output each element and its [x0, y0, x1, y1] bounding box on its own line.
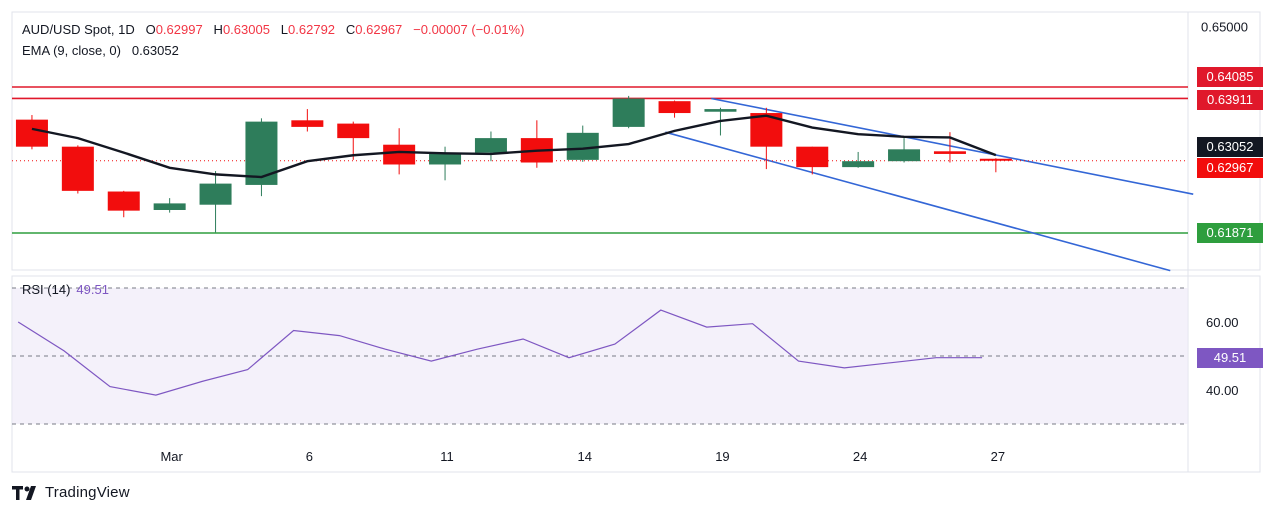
x-tick-label: 19 [715, 449, 729, 464]
rsi-label: RSI (14) [22, 282, 71, 297]
open-value: 0.62997 [155, 22, 203, 37]
candle-up [153, 203, 186, 210]
close-value: 0.62967 [355, 22, 403, 37]
open-label: O [145, 22, 156, 37]
price-axis-tick: 0.65000 [1201, 20, 1248, 35]
candle-up [429, 152, 462, 165]
candle-down [933, 151, 966, 154]
close-label: C [345, 22, 356, 37]
candle-down [796, 146, 829, 168]
rsi-value-label: 49.51 [1197, 347, 1263, 368]
candle-down [979, 158, 1012, 161]
level-price-label: 0.64085 [1197, 67, 1263, 87]
rsi-axis-tick: 40.00 [1206, 383, 1239, 398]
x-tick-label: 24 [853, 449, 867, 464]
candle-down [107, 191, 140, 211]
level-price-label: 0.63911 [1197, 90, 1263, 111]
ema-legend: EMA (9, close, 0) 0.63052 [22, 43, 179, 58]
channel-upper-line [711, 97, 1194, 195]
rsi-line [17, 309, 983, 396]
candle-up [199, 183, 232, 205]
x-tick-label: Mar [160, 449, 183, 464]
candle-up [842, 161, 875, 168]
symbol-title: AUD/USD Spot, 1D [22, 22, 135, 37]
ema-label: EMA (9, close, 0) [22, 43, 121, 58]
ohlc-legend: AUD/USD Spot, 1D O0.62997 H0.63005 L0.62… [22, 22, 524, 37]
tradingview-logo-icon [12, 485, 36, 500]
candle-down [337, 123, 370, 139]
change-value: −0.00007 (−0.01%) [413, 22, 525, 37]
x-tick-label: 11 [440, 449, 454, 464]
candle-up [888, 149, 921, 162]
candle-up [704, 109, 737, 112]
tradingview-brand-name: TradingView [45, 484, 130, 501]
ema-value: 0.63052 [131, 43, 179, 58]
candle-down [15, 119, 48, 147]
x-tick-label: 27 [991, 449, 1005, 464]
ema-price-label: 0.63052 [1197, 137, 1263, 158]
low-label: L [280, 22, 289, 37]
level-price-label: 0.61871 [1197, 223, 1263, 243]
rsi-legend: RSI (14) 49.51 [22, 282, 109, 297]
low-value: 0.62792 [288, 22, 336, 37]
candle-up [612, 98, 645, 127]
candle-up [566, 132, 599, 160]
rsi-legend-value: 49.51 [76, 282, 109, 297]
x-tick-label: 6 [306, 449, 313, 464]
candle-down [61, 146, 94, 191]
rsi-axis-tick: 60.00 [1206, 315, 1239, 330]
candle-down [383, 144, 416, 165]
candle-down [291, 120, 324, 127]
channel-lower-line [665, 131, 1171, 272]
high-value: 0.63005 [222, 22, 270, 37]
x-tick-label: 14 [578, 449, 592, 464]
tradingview-logo[interactable]: TradingView [12, 484, 130, 501]
candle-up [474, 138, 507, 153]
last-price-label: 0.62967 [1197, 157, 1263, 178]
ema-line [31, 114, 997, 179]
high-label: H [213, 22, 223, 37]
candle-down [658, 101, 691, 114]
